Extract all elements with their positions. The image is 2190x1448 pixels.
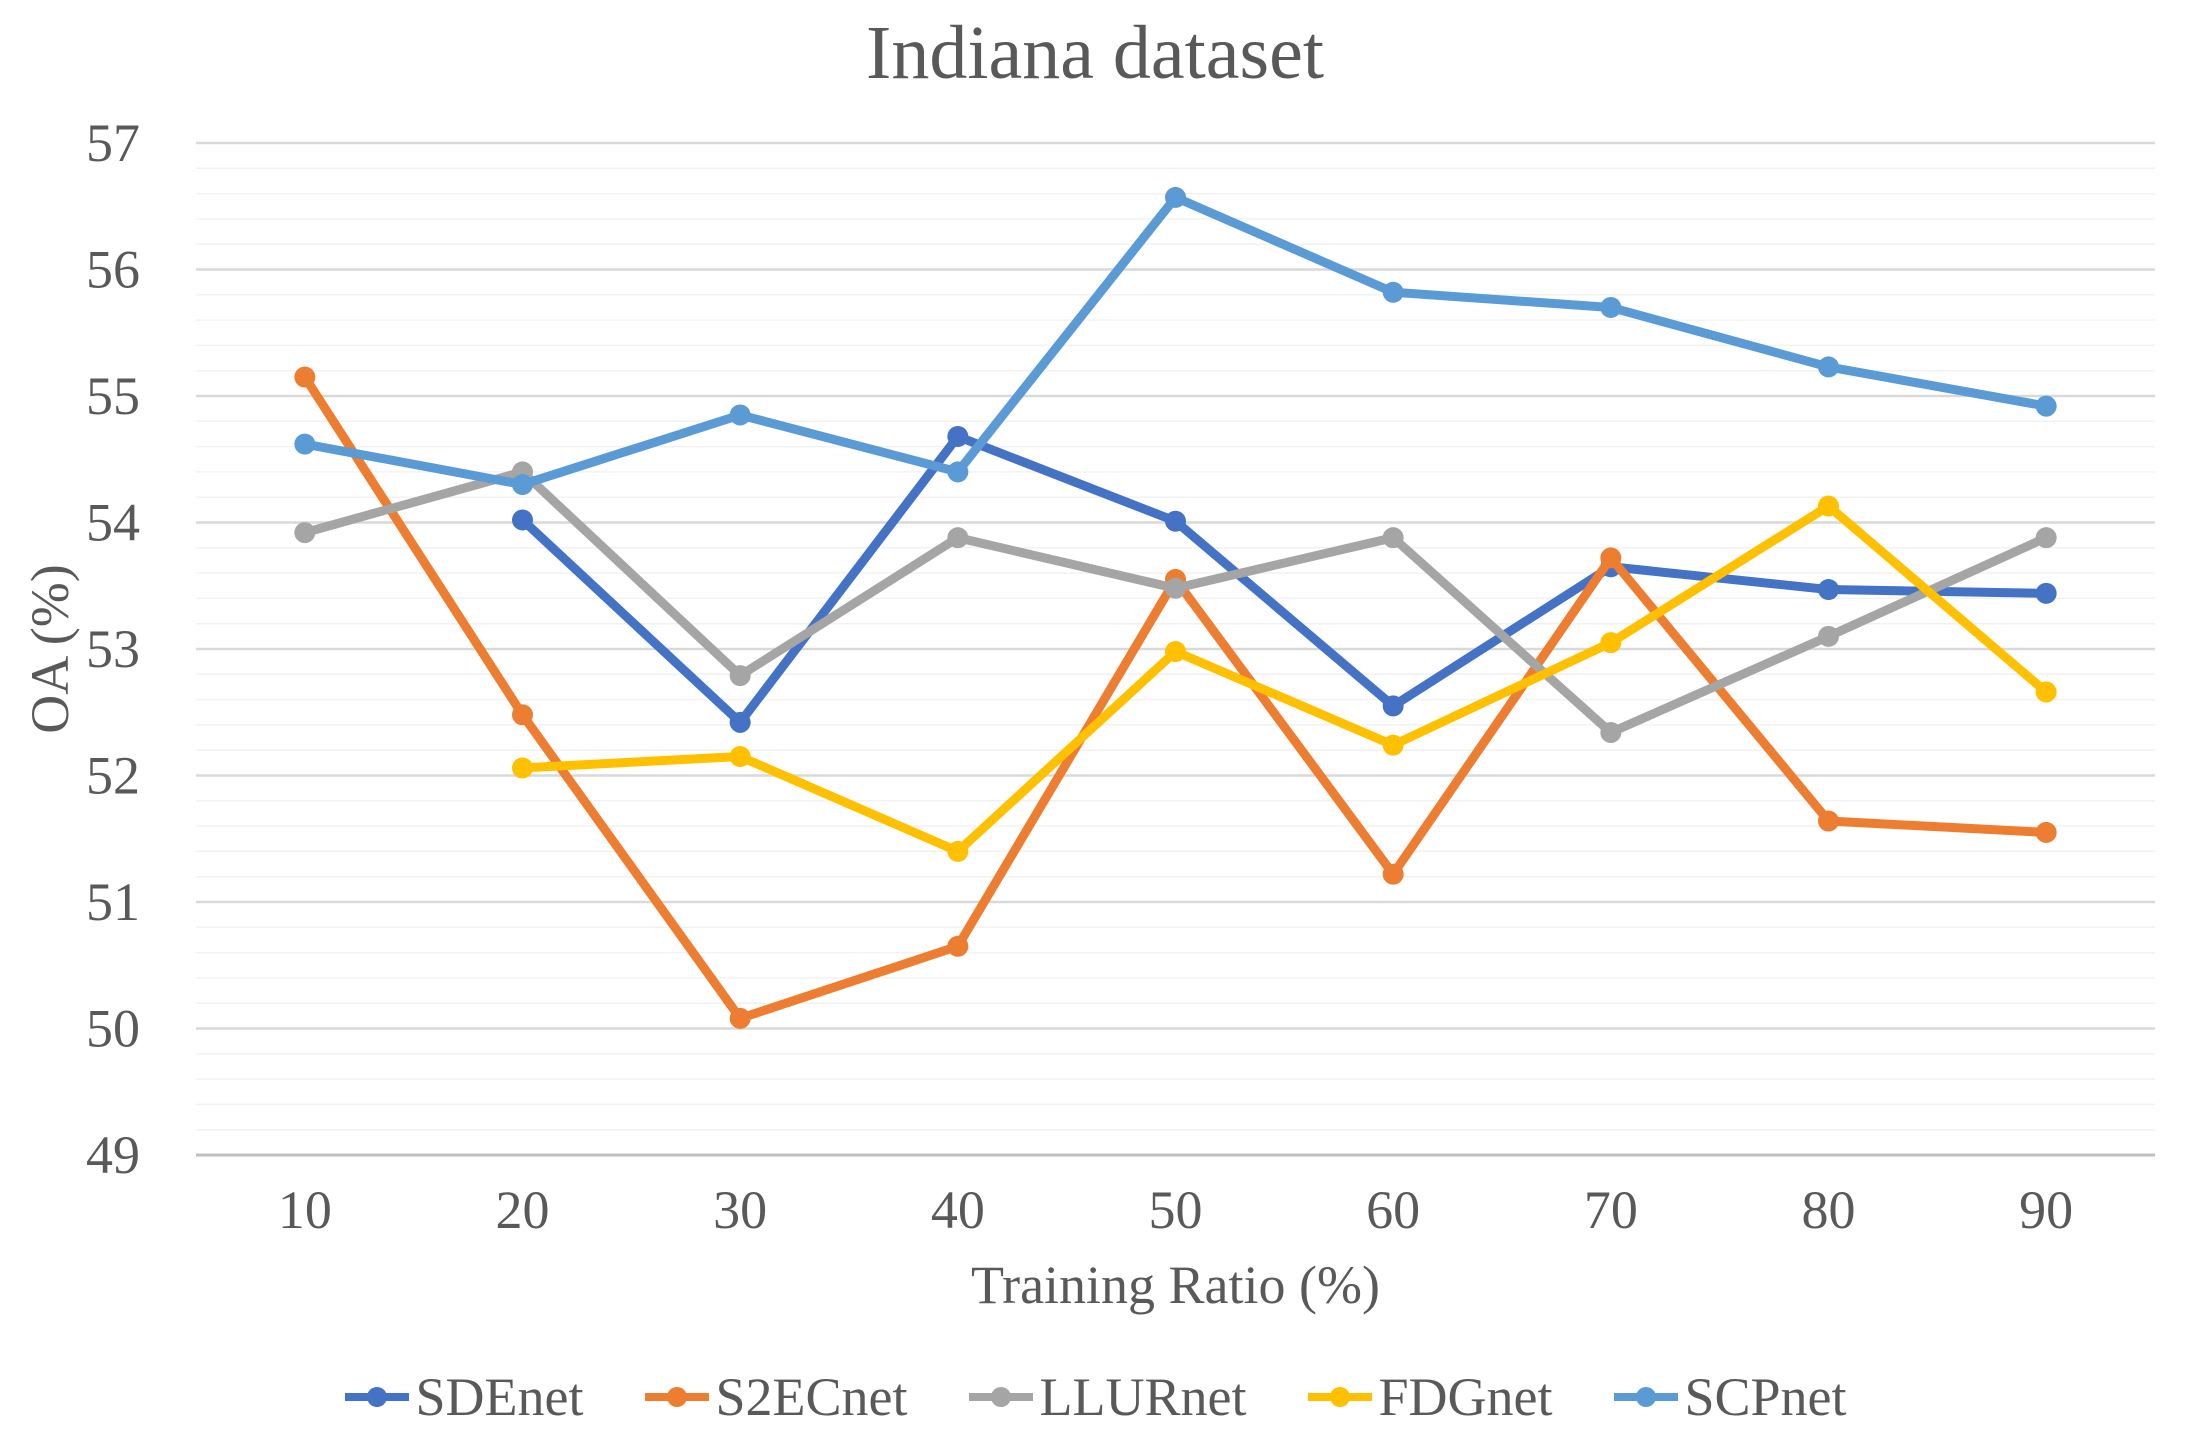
y-tick-label: 50 [86,999,140,1059]
legend-line-marker-icon [1614,1387,1679,1407]
data-point-SCPnet [1600,296,1622,318]
x-tick-label: 10 [278,1180,332,1240]
data-point-SDEnet [729,711,751,733]
legend-line-marker-icon [645,1387,710,1407]
y-tick-label: 51 [86,872,140,932]
data-point-FDGnet [947,840,969,862]
legend-line-marker-icon [1308,1387,1373,1407]
data-point-SCPnet [294,433,316,455]
x-tick-label: 20 [496,1180,550,1240]
x-tick-label: 40 [931,1180,985,1240]
legend-label: SCPnet [1684,1367,1847,1427]
series-line-FDGnet [518,501,2051,856]
y-tick-label: 56 [86,240,140,300]
legend-item-FDGnet: FDGnet [1306,1366,1552,1428]
data-point-SCPnet [1382,281,1404,303]
data-point-SCPnet [729,404,751,426]
data-point-LLURnet [1600,721,1622,743]
legend-item-S2ECnet: S2ECnet [643,1366,907,1428]
data-point-FDGnet [729,746,751,768]
series-line-SCPnet [300,192,2051,490]
data-point-SCPnet [1165,186,1186,208]
y-tick-label: 54 [86,493,140,553]
data-point-SCPnet [1818,356,1839,378]
data-point-LLURnet [947,527,969,549]
data-point-LLURnet [1818,625,1839,647]
plot-area: 57 56 55 54 53 52 51 50 49 10 20 30 40 50 60 70 80 90 [86,113,2155,1240]
data-point-FDGnet [1165,641,1186,663]
legend-label: S2ECnet [715,1367,908,1427]
legend-label: FDGnet [1378,1367,1553,1427]
data-point-S2ECnet [1818,810,1839,832]
legend-line-marker-icon [345,1387,410,1407]
data-point-S2ECnet [729,1007,751,1029]
data-point-S2ECnet [512,704,533,726]
data-point-FDGnet [1818,495,1839,517]
x-tick-label: 30 [713,1180,767,1240]
series-line-SDEnet [518,431,2051,727]
data-point-SDEnet [1382,695,1404,717]
y-axis-title: OA (%) [20,564,80,734]
x-tick-label: 90 [2019,1180,2073,1240]
y-tick-label: 57 [86,113,140,173]
data-point-SCPnet [947,461,969,483]
chart-title: Indiana dataset [866,11,1324,95]
data-point-SDEnet [1818,579,1839,601]
data-point-S2ECnet [2035,821,2057,843]
data-point-S2ECnet [947,935,969,957]
data-point-S2ECnet [294,366,316,388]
legend-item-LLURnet: LLURnet [967,1366,1246,1428]
y-tick-label: 49 [86,1125,140,1185]
x-tick-label: 80 [1802,1180,1856,1240]
legend-line-marker-icon [969,1387,1034,1407]
data-point-LLURnet [729,665,751,687]
data-point-LLURnet [1382,527,1404,549]
y-tick-label: 53 [86,619,140,679]
data-point-SDEnet [947,425,969,447]
y-tick-label: 55 [86,366,140,426]
data-point-LLURnet [1165,577,1186,599]
data-point-FDGnet [1382,734,1404,756]
data-point-LLURnet [2035,527,2057,549]
data-point-FDGnet [2035,681,2057,703]
legend-item-SDEnet: SDEnet [343,1366,583,1428]
data-point-S2ECnet [1382,863,1404,885]
data-point-SDEnet [1165,510,1186,532]
x-tick-label: 60 [1366,1180,1420,1240]
legend-item-SCPnet: SCPnet [1612,1366,1847,1428]
data-point-LLURnet [294,522,316,544]
legend-label: SDEnet [415,1367,584,1427]
y-tick-label: 52 [86,746,140,806]
data-point-SDEnet [2035,582,2057,604]
data-point-FDGnet [512,757,533,779]
data-point-SDEnet [512,509,533,531]
data-point-S2ECnet [1600,547,1622,569]
x-tick-label: 70 [1584,1180,1638,1240]
legend-label: LLURnet [1039,1367,1247,1427]
data-point-SCPnet [2035,395,2057,417]
data-point-FDGnet [1600,632,1622,654]
legend: SDEnet S2ECnet LLURnet FDGnet SCPnet [0,1366,2190,1428]
x-tick-label: 50 [1149,1180,1203,1240]
data-point-SCPnet [512,474,533,496]
x-axis-title: Training Ratio (%) [971,1255,1380,1315]
